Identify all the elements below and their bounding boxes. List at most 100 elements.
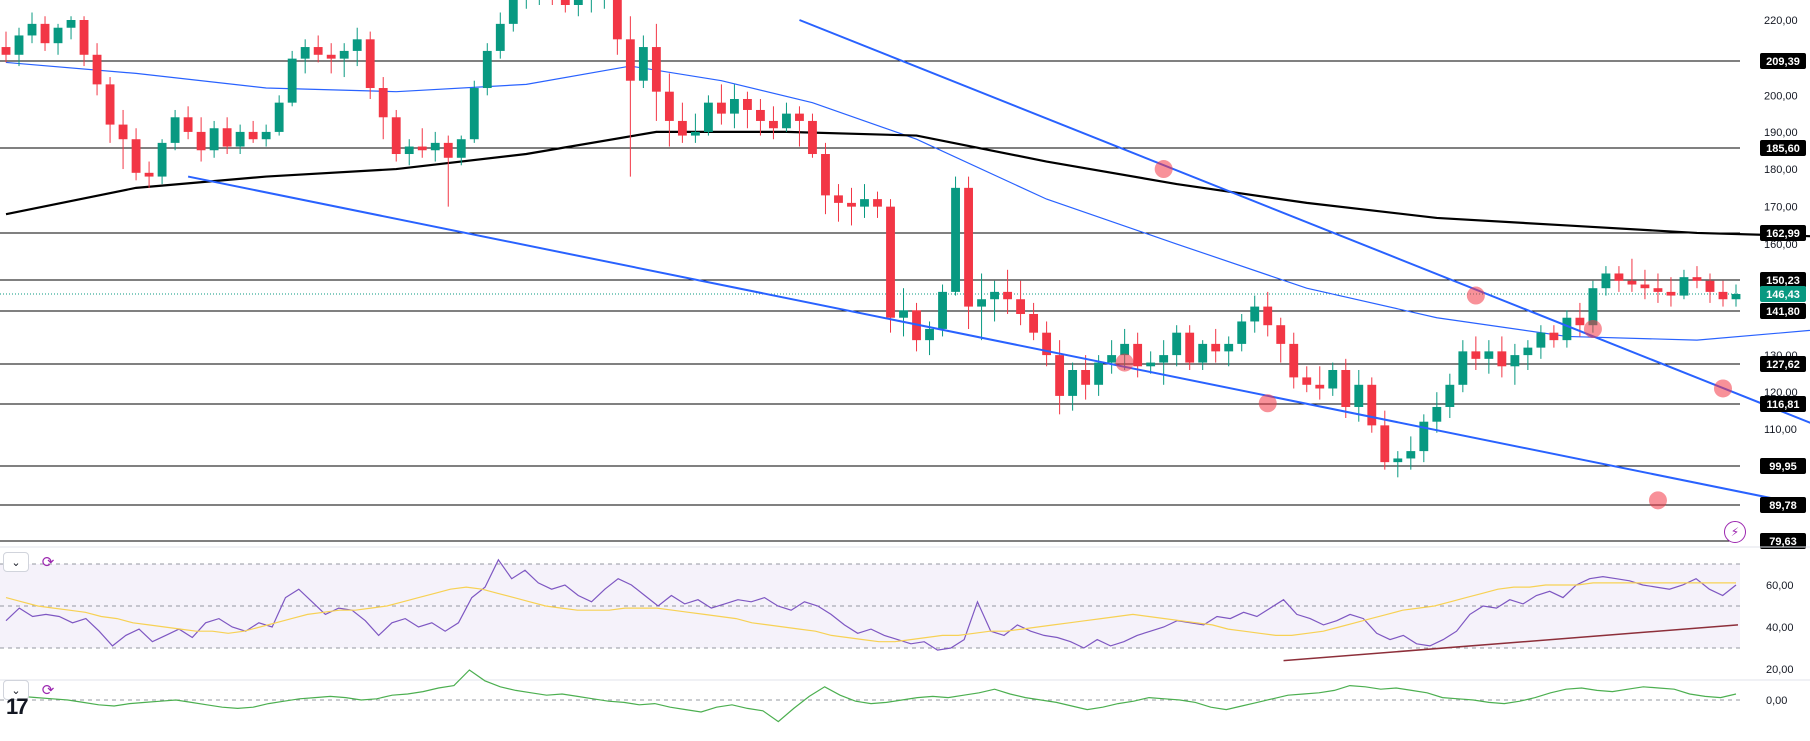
candle xyxy=(664,73,674,147)
candle xyxy=(912,302,921,352)
candle xyxy=(1510,343,1520,385)
candle-body xyxy=(1614,273,1624,281)
candle-body xyxy=(391,117,401,155)
candle xyxy=(538,0,540,5)
candle xyxy=(326,43,336,74)
candle xyxy=(1068,362,1078,411)
candle xyxy=(482,43,492,96)
candle-body xyxy=(1289,343,1299,378)
oscillator-line xyxy=(5,669,1737,723)
candle-body xyxy=(1328,369,1338,389)
candle xyxy=(1367,377,1377,433)
candle xyxy=(1146,351,1156,374)
candle-body xyxy=(482,50,492,89)
candle-body xyxy=(795,113,804,121)
candle xyxy=(1458,340,1468,393)
candle-body xyxy=(430,142,440,151)
candle xyxy=(300,39,310,74)
candle-body xyxy=(873,199,882,207)
candle-body xyxy=(456,139,466,158)
candle-body xyxy=(703,102,713,132)
pivot-marker xyxy=(1154,160,1173,179)
candle xyxy=(769,106,778,140)
pivot-marker xyxy=(1258,394,1277,413)
candle xyxy=(1055,340,1065,415)
candle-body xyxy=(1549,332,1559,341)
candle xyxy=(590,0,592,13)
current-price-label: 146,43 xyxy=(1766,289,1800,301)
candle xyxy=(1289,332,1299,389)
candle xyxy=(651,23,661,121)
candle xyxy=(612,0,622,55)
candle xyxy=(873,191,882,218)
chevron-down-icon: ⌄ xyxy=(11,556,21,569)
alert-flash-button[interactable]: ⚡ xyxy=(1724,521,1746,543)
candle xyxy=(560,0,570,13)
rsi-band xyxy=(0,564,1740,648)
candle-body xyxy=(1432,406,1442,422)
candle xyxy=(1003,269,1013,314)
candle-body xyxy=(1,47,11,55)
candle xyxy=(1562,310,1572,348)
candle xyxy=(365,31,375,99)
trendline xyxy=(187,175,1802,506)
level-label: 79,63 xyxy=(1769,536,1797,548)
candle xyxy=(274,95,284,136)
candle-body xyxy=(1484,351,1494,359)
pivot-marker xyxy=(1466,286,1485,305)
candle-body xyxy=(964,187,973,307)
candle xyxy=(1627,258,1637,292)
candle-body xyxy=(326,54,336,59)
level-label-box xyxy=(1760,458,1806,474)
rsi-trendline xyxy=(1283,624,1739,662)
candle-body xyxy=(1068,369,1078,396)
oscillator-sync-button[interactable]: ⟳ xyxy=(38,680,58,700)
candle xyxy=(53,23,63,55)
candle-body xyxy=(352,39,362,51)
level-label: 150,23 xyxy=(1766,275,1800,287)
price-pane: 220,00210,00200,00190,00180,00170,00160,… xyxy=(0,0,1810,549)
collapse-pane-button-2[interactable]: ⌄ xyxy=(3,680,29,700)
candle-body xyxy=(651,47,661,92)
sync-icon: ⟳ xyxy=(41,554,55,571)
candle xyxy=(1211,328,1221,363)
candle xyxy=(847,187,856,226)
candle-body xyxy=(339,50,349,59)
candle xyxy=(551,0,553,5)
candle xyxy=(196,117,206,162)
candle xyxy=(1523,340,1533,370)
candle xyxy=(1666,277,1676,307)
tradingview-logo-icon: 17 xyxy=(6,694,29,719)
collapse-pane-button[interactable]: ⌄ xyxy=(3,552,29,572)
candle-body xyxy=(821,154,830,196)
candle-body xyxy=(79,20,89,55)
candle-body xyxy=(951,187,960,292)
candle-body xyxy=(495,23,505,51)
candle-body xyxy=(274,102,284,132)
level-label-box xyxy=(1760,356,1806,372)
candle xyxy=(170,109,180,151)
candle xyxy=(131,128,141,181)
candle-body xyxy=(105,84,115,125)
candle-body xyxy=(1133,343,1143,367)
candle-body xyxy=(782,113,791,129)
candle-body xyxy=(1198,343,1208,363)
candle-body xyxy=(144,172,154,177)
candle-body xyxy=(1523,347,1533,356)
candle xyxy=(235,124,245,155)
candle-body xyxy=(1159,355,1169,363)
candle-body xyxy=(235,131,245,147)
rsi-sync-button[interactable]: ⟳ xyxy=(38,552,58,572)
candle xyxy=(1081,355,1091,400)
candle xyxy=(209,120,219,158)
candle-body xyxy=(1302,377,1312,385)
rsi-axis-tick-label: 20,00 xyxy=(1766,664,1794,676)
candle-body xyxy=(847,202,856,207)
candle-body xyxy=(1575,317,1585,326)
candle xyxy=(1237,313,1247,352)
candle-body xyxy=(612,0,622,40)
candle xyxy=(287,50,297,107)
candle-body xyxy=(222,128,232,147)
level-label: 99,95 xyxy=(1769,461,1797,473)
